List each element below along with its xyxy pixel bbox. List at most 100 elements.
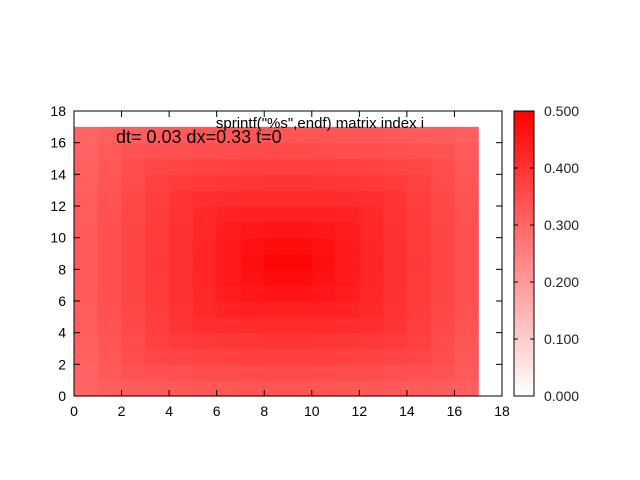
heatmap-cell: [74, 237, 99, 255]
heatmap-cell: [430, 142, 456, 160]
heatmap-cell: [169, 380, 194, 397]
heatmap-cell: [169, 174, 194, 191]
x-tick-label: 18: [494, 403, 510, 419]
heatmap-cell: [454, 316, 479, 334]
heatmap-cell: [145, 316, 170, 334]
heatmap-cell: [430, 126, 456, 144]
heatmap-cell: [454, 237, 479, 255]
heatmap-cell: [430, 332, 456, 350]
y-tick-label: 0: [58, 388, 66, 404]
heatmap-cell: [359, 190, 384, 207]
heatmap-cell: [145, 158, 170, 175]
y-tick-label: 18: [50, 103, 66, 119]
heatmap-cell: [430, 316, 456, 334]
heatmap-cell: [335, 348, 360, 365]
heatmap-cell: [264, 364, 289, 381]
heatmap-cell: [145, 332, 170, 350]
heatmap-cell: [430, 348, 456, 365]
heatmap-cell: [121, 174, 146, 191]
heatmap-cell: [406, 301, 432, 318]
heatmap-cell: [145, 126, 170, 144]
heatmap-cell: [74, 206, 99, 223]
heatmap-cell: [383, 142, 408, 160]
heatmap-cell: [192, 364, 218, 381]
heatmap-cell: [240, 190, 265, 207]
heatmap-cell: [383, 332, 408, 350]
colorbar-ticks: 0.000 0.100 0.200 0.300 0.400 0.500: [514, 103, 579, 404]
heatmap-cell: [335, 285, 360, 302]
heatmap-cell: [192, 206, 218, 223]
heatmap-cell: [359, 221, 384, 239]
heatmap-cell: [192, 142, 218, 160]
heatmap-cell: [74, 269, 99, 286]
heatmap-cell: [121, 380, 146, 397]
plot-frame: [73, 110, 503, 397]
heatmap-cell: [288, 221, 313, 239]
heatmap-cell: [454, 158, 479, 175]
heatmap-cell: [97, 269, 123, 286]
heatmap-cell: [121, 316, 146, 334]
heatmap-cell: [311, 206, 337, 223]
heatmap-cell: [192, 301, 218, 318]
heatmap-cell: [74, 253, 99, 270]
heatmap-cell: [145, 380, 170, 397]
heatmap-cell: [121, 206, 146, 223]
heatmap-cell: [406, 237, 432, 255]
y-tick-label: 10: [50, 230, 66, 246]
heatmap-cell: [359, 158, 384, 175]
heatmap-cell: [121, 190, 146, 207]
heatmap-cell: [383, 206, 408, 223]
heatmap-cell: [383, 301, 408, 318]
heatmap-cell: [192, 190, 218, 207]
heatmap-cell: [264, 142, 289, 160]
y-tick-label: 6: [58, 293, 66, 309]
heatmap-cell: [430, 206, 456, 223]
heatmap-cell: [406, 380, 432, 397]
heatmap-cell: [97, 190, 123, 207]
heatmap-cell: [216, 206, 242, 223]
heatmap-cell: [359, 142, 384, 160]
heatmap-cell: [240, 174, 265, 191]
heatmap-cell: [430, 269, 456, 286]
heatmap-cell: [311, 142, 337, 160]
heatmap-cell: [240, 380, 265, 397]
heatmap-cell: [97, 206, 123, 223]
heatmap-cell: [121, 364, 146, 381]
x-tick-label: 2: [118, 403, 126, 419]
heatmap-cell: [359, 380, 384, 397]
heatmap-cell: [311, 301, 337, 318]
heatmap-cell: [169, 269, 194, 286]
heatmap-cell: [288, 158, 313, 175]
heatmap-cell: [311, 364, 337, 381]
heatmap-cell: [288, 332, 313, 350]
heatmap-cell: [97, 332, 123, 350]
heatmap-cell: [74, 380, 99, 397]
heatmap-cell: [145, 237, 170, 255]
heatmap-cell: [311, 174, 337, 191]
heatmap-cell: [288, 237, 313, 255]
heatmap-cell: [288, 126, 313, 144]
heatmap-cell: [121, 158, 146, 175]
heatmap-cell: [335, 380, 360, 397]
heatmap-cell: [74, 174, 99, 191]
heatmap-cell: [264, 316, 289, 334]
heatmap-cell: [216, 253, 242, 270]
y-tick-label: 12: [50, 198, 66, 214]
heatmap-cell: [383, 316, 408, 334]
heatmap-cell: [430, 253, 456, 270]
heatmap-cell: [121, 332, 146, 350]
heatmap-cell: [216, 190, 242, 207]
heatmap-cell: [406, 348, 432, 365]
heatmap-cell: [383, 126, 408, 144]
heatmap-cell: [192, 269, 218, 286]
heatmap-cell: [454, 221, 479, 239]
heatmap-cell: [169, 206, 194, 223]
heatmap-cell: [216, 158, 242, 175]
heatmap-cells: [74, 126, 479, 397]
heatmap-cell: [406, 190, 432, 207]
heatmap-cell: [145, 269, 170, 286]
heatmap-cell: [454, 301, 479, 318]
heatmap-cell: [406, 269, 432, 286]
heatmap-cell: [145, 301, 170, 318]
